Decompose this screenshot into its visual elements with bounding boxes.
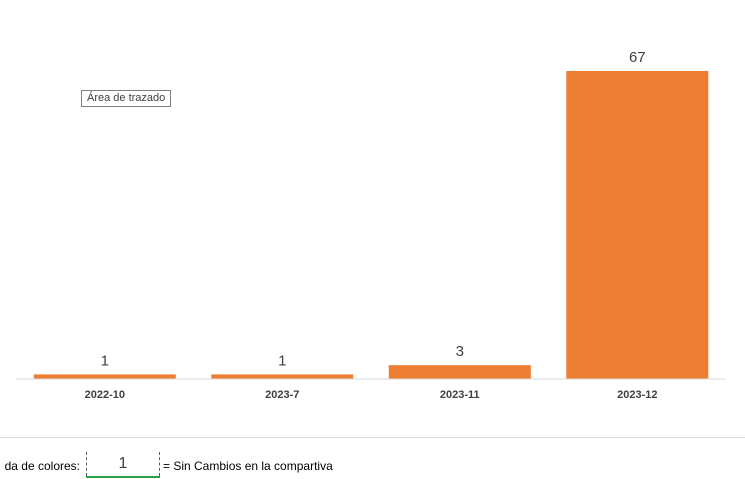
category-label-2023-7: 2023-7 bbox=[265, 389, 299, 401]
category-label-2023-12: 2023-12 bbox=[617, 389, 657, 401]
data-label-2023-12: 67 bbox=[629, 49, 646, 66]
plot-area-tooltip: Área de trazado bbox=[81, 90, 172, 107]
color-legend: da de colores: 1 = Sin Cambios en la com… bbox=[0, 450, 745, 479]
category-label-2023-11: 2023-11 bbox=[440, 389, 480, 401]
bar-chart: 1 1 3 67 2022-10 2023-7 2023-11 2023-12 bbox=[16, 49, 726, 401]
legend-sample-cell[interactable]: 1 bbox=[86, 452, 160, 476]
bars-group bbox=[33, 71, 709, 379]
data-label-2023-7: 1 bbox=[278, 352, 286, 369]
bar-2023-11[interactable] bbox=[388, 365, 531, 379]
legend-description: = Sin Cambios en la compartiva bbox=[163, 459, 333, 473]
data-labels-group: 1 1 3 67 bbox=[101, 49, 646, 369]
bar-2022-10[interactable] bbox=[33, 374, 176, 379]
legend-prefix-label: da de colores: bbox=[4, 459, 80, 473]
category-labels-group: 2022-10 2023-7 2023-11 2023-12 bbox=[85, 389, 658, 401]
bar-2023-12[interactable] bbox=[566, 71, 709, 379]
data-label-2023-11: 3 bbox=[456, 343, 464, 360]
legend-cell-underline bbox=[86, 476, 160, 478]
bar-2023-7[interactable] bbox=[211, 374, 354, 379]
data-label-2022-10: 1 bbox=[101, 352, 109, 369]
divider bbox=[0, 437, 745, 438]
category-label-2022-10: 2022-10 bbox=[85, 389, 125, 401]
